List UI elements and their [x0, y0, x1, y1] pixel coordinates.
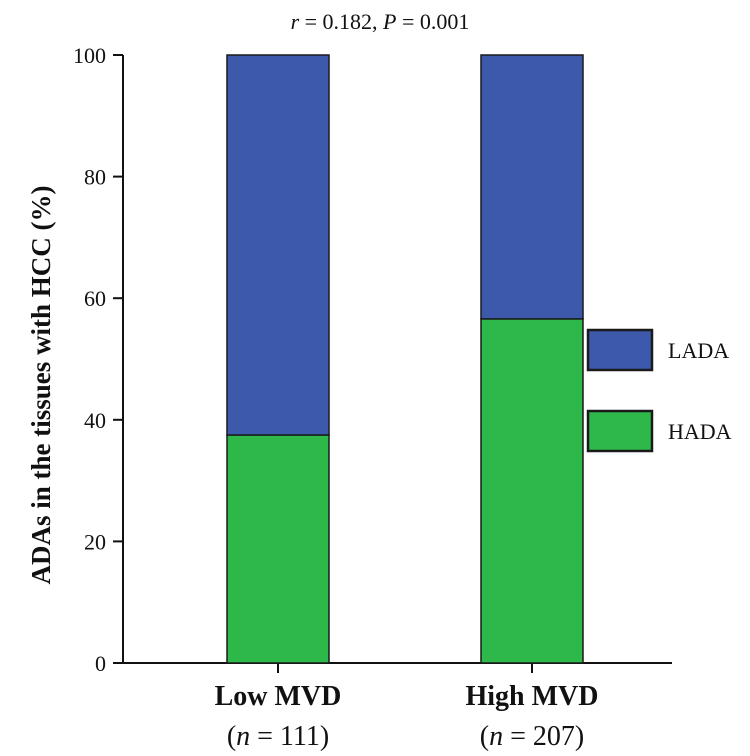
y-tick-label: 40	[84, 408, 106, 433]
y-axis-label: ADAs in the tissues with HCC (%)	[26, 185, 56, 584]
legend-label-hada: HADA	[668, 419, 732, 444]
y-tick-label: 100	[73, 43, 106, 68]
x-tick-label: Low MVD	[215, 681, 342, 712]
x-tick-sample-size: (n = 111)	[227, 721, 329, 752]
x-tick-label: High MVD	[466, 681, 599, 712]
legend-swatch-hada	[586, 409, 654, 453]
legend-swatch-lada	[586, 328, 654, 372]
x-ticks: Low MVD (n = 111) High MVD (n = 207)	[215, 663, 599, 752]
bar-segment-lada	[226, 54, 330, 436]
legend-label-lada: LADA	[668, 338, 729, 363]
y-tick-label: 80	[84, 165, 106, 190]
bar-segment-hada	[226, 434, 330, 664]
y-ticks: 0 20 40 60 80 100	[73, 43, 123, 676]
y-tick-label: 20	[84, 529, 106, 554]
bars	[226, 54, 584, 664]
x-tick-sample-size: (n = 207)	[480, 721, 584, 752]
bar-segment-lada	[480, 54, 584, 320]
chart-title: r = 0.182, P = 0.001	[291, 9, 470, 34]
y-tick-label: 0	[95, 651, 106, 676]
y-tick-label: 60	[84, 286, 106, 311]
legend: LADA HADA	[586, 328, 732, 453]
bar-segment-hada	[480, 318, 584, 664]
